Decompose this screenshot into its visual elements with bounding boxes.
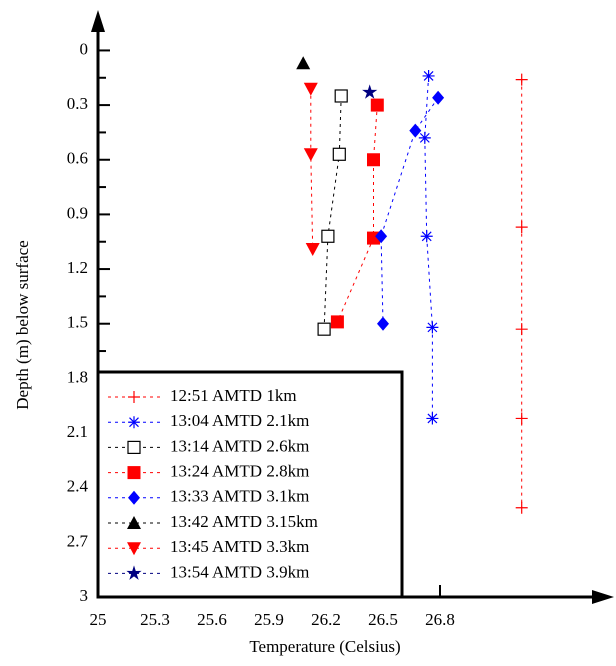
series-line	[380, 97, 439, 324]
x-tick-label: 26.5	[368, 610, 398, 629]
legend-label: 13:42 AMTD 3.15km	[170, 512, 318, 531]
legend-label: 13:54 AMTD 3.9km	[170, 562, 309, 581]
y-tick-label: 0	[80, 39, 89, 58]
legend-label: 13:04 AMTD 2.1km	[170, 411, 309, 430]
marker-plus	[515, 73, 528, 86]
y-tick-label: 3	[80, 586, 89, 605]
legend: 12:51 AMTD 1km 13:04 AMTD 2.1km 13:14 AMTD…	[96, 370, 404, 599]
legend-label: 13:24 AMTD 2.8km	[170, 462, 309, 481]
marker-triangle-down	[303, 82, 318, 96]
y-tick-label: 0.6	[67, 149, 88, 168]
legend-label: 12:51 AMTD 1km	[170, 386, 297, 405]
series-line	[310, 88, 314, 250]
marker-star	[362, 84, 378, 99]
marker-asterisk	[426, 321, 439, 334]
marker-diamond	[432, 90, 445, 105]
marker-plus	[515, 221, 528, 234]
x-tick-label: 25	[90, 610, 107, 629]
x-tick-label: 25.3	[140, 610, 170, 629]
marker-open-square	[334, 89, 348, 103]
marker-open-square	[332, 147, 346, 161]
legend-label: 13:14 AMTD 2.6km	[170, 436, 309, 455]
marker-asterisk	[128, 416, 140, 429]
marker-asterisk	[420, 230, 433, 243]
marker-filled-square	[370, 98, 384, 112]
marker-triangle-up	[127, 516, 141, 529]
marker-diamond	[375, 229, 388, 244]
marker-open-square	[127, 440, 141, 454]
series-line	[323, 95, 342, 330]
y-tick-label: 0.3	[67, 94, 88, 113]
marker-plus	[128, 391, 140, 403]
y-tick-label: 1.8	[67, 367, 88, 386]
marker-triangle-up	[296, 56, 311, 70]
marker-open-square	[317, 322, 331, 336]
series-line	[424, 75, 433, 419]
x-tick-label: 26.2	[311, 610, 341, 629]
marker-asterisk	[426, 412, 439, 425]
x-axis-label: Temperature (Celsius)	[249, 637, 400, 656]
marker-star	[126, 565, 142, 580]
x-axis-arrow	[592, 590, 614, 604]
y-tick-label: 2.1	[67, 422, 88, 441]
legend-label: 13:45 AMTD 3.3km	[170, 537, 309, 556]
marker-plus	[515, 412, 528, 425]
y-tick-label: 2.4	[67, 477, 89, 496]
marker-filled-square	[127, 466, 141, 480]
marker-triangle-down	[303, 148, 318, 162]
y-tick-label: 0.9	[67, 203, 88, 222]
marker-diamond	[377, 316, 389, 331]
y-tick-label: 2.7	[67, 531, 89, 550]
y-tick-label: 1.2	[67, 258, 88, 277]
x-tick-label: 25.9	[254, 610, 284, 629]
x-tick-label: 25.6	[197, 610, 227, 629]
marker-triangle-down	[305, 243, 320, 257]
marker-filled-square	[330, 315, 344, 329]
marker-asterisk	[422, 69, 435, 82]
marker-plus	[515, 323, 528, 336]
legend-box	[96, 370, 404, 599]
marker-diamond	[128, 490, 140, 505]
y-tick-label: 1.5	[67, 313, 88, 332]
marker-plus	[515, 501, 528, 514]
marker-open-square	[321, 229, 335, 243]
y-axis-arrow	[91, 10, 105, 32]
series-line	[336, 105, 378, 323]
y-axis-label: Depth (m) below surface	[13, 240, 32, 409]
legend-label: 13:33 AMTD 3.1km	[170, 487, 309, 506]
marker-diamond	[409, 123, 422, 138]
marker-filled-square	[367, 153, 380, 167]
marker-asterisk	[418, 131, 431, 144]
x-tick-label: 26.8	[425, 610, 455, 629]
marker-triangle-down	[127, 542, 141, 556]
